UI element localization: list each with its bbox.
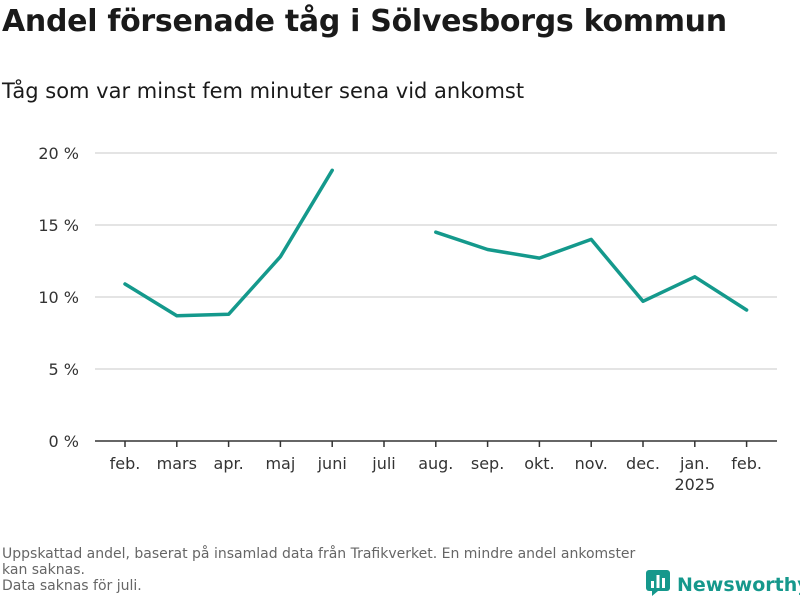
x-tick-label: okt.: [524, 454, 554, 473]
footnote: Uppskattad andel, baserat på insamlad da…: [2, 546, 642, 594]
series-lines: [123, 168, 749, 318]
line-chart: 0 % 5 % 10 % 15 % 20 % feb. mars apr. maj juni ju…: [38, 144, 777, 494]
series-line: [123, 168, 334, 318]
x-tick-label: apr.: [214, 454, 244, 473]
y-axis-tick-labels: 0 % 5 % 10 % 15 % 20 %: [38, 144, 79, 451]
newsworthy-logo-icon: [645, 569, 671, 601]
y-tick-label: 10 %: [38, 288, 79, 307]
footnote-line-2: Data saknas för juli.: [2, 578, 142, 594]
brand-name: Newsworthy: [677, 574, 800, 596]
grid-lines: [95, 152, 777, 370]
y-tick-label: 20 %: [38, 144, 79, 163]
chart-title: Andel försenade tåg i Sölvesborgs kommun: [2, 4, 727, 39]
x-tick-label: juni: [317, 454, 347, 473]
y-tick-label: 15 %: [38, 216, 79, 235]
y-tick-label: 0 %: [49, 432, 79, 451]
series-line: [434, 230, 749, 312]
x-year-label: 2025: [674, 475, 715, 494]
brand: Newsworthy: [645, 570, 800, 600]
y-tick-label: 5 %: [49, 360, 79, 379]
x-tick-label: maj: [265, 454, 295, 473]
x-tick-label: feb.: [731, 454, 762, 473]
x-tick-label: dec.: [626, 454, 660, 473]
x-tick-label: jan.: [679, 454, 709, 473]
chart-subtitle: Tåg som var minst fem minuter sena vid a…: [2, 79, 525, 103]
x-tick-label: nov.: [575, 454, 608, 473]
x-tick-label: mars: [157, 454, 197, 473]
x-axis: feb. mars apr. maj juni juli aug. sep. okt. nov. d…: [95, 440, 777, 494]
x-tick-label: aug.: [418, 454, 453, 473]
x-tick-label: feb.: [110, 454, 141, 473]
footnote-line-1: Uppskattad andel, baserat på insamlad da…: [2, 546, 636, 578]
x-tick-label: juli: [371, 454, 395, 473]
x-tick-label: sep.: [471, 454, 504, 473]
